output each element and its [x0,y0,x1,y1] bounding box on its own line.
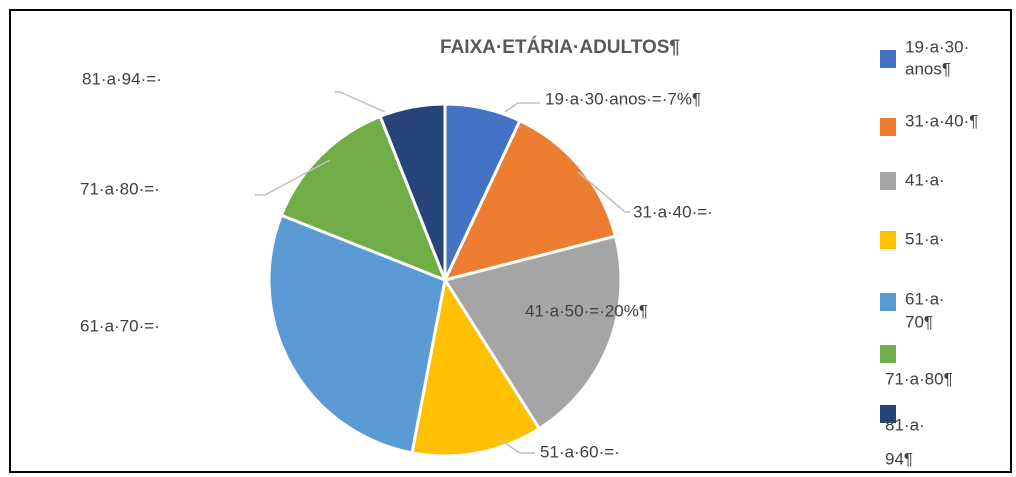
legend-label: 19·a·30· [905,37,969,56]
legend-label: 41·a· [905,170,945,189]
data-label: 51·a·60·=· [540,442,620,461]
pie-slice [410,275,542,458]
legend-label: 70¶ [905,312,933,331]
legend-swatch [880,293,896,311]
legend-swatch [880,118,896,136]
pie-slice [442,234,623,431]
data-label: 61·a·70·=· [80,316,160,335]
pie-slice [279,114,448,283]
leader-line [335,91,386,113]
leader-line [255,159,331,196]
pie-slice [442,118,618,283]
pie-slice [378,102,447,281]
leader-line [504,102,540,113]
data-label: 81·a·94·=· [82,69,162,88]
leader-line [577,171,630,213]
leader-line [499,439,535,454]
legend-label: 94¶ [885,449,913,468]
pie-slice [267,213,447,455]
legend-swatch [880,405,896,423]
legend-label: 51·a· [905,229,945,248]
legend-label: 61·a· [905,289,945,308]
data-label: 31·a·40·=· [633,202,713,221]
data-label: 41·a·50·=·20%¶ [525,301,648,320]
legend-swatch [880,50,896,68]
data-label: 71·a·80·=· [80,179,160,198]
legend-label: 81·a· [885,415,925,434]
data-label: 19·a·30·anos·=·7%¶ [545,89,701,108]
legend-swatch [880,231,896,249]
legend-swatch [880,345,896,363]
chart-title: FAIXA·ETÁRIA·ADULTOS¶ [440,36,680,58]
legend-swatch [880,172,896,190]
legend-label: anos¶ [905,59,951,78]
legend-label: 31·a·40·¶ [905,111,978,130]
legend-label: 71·a·80¶ [885,369,953,388]
